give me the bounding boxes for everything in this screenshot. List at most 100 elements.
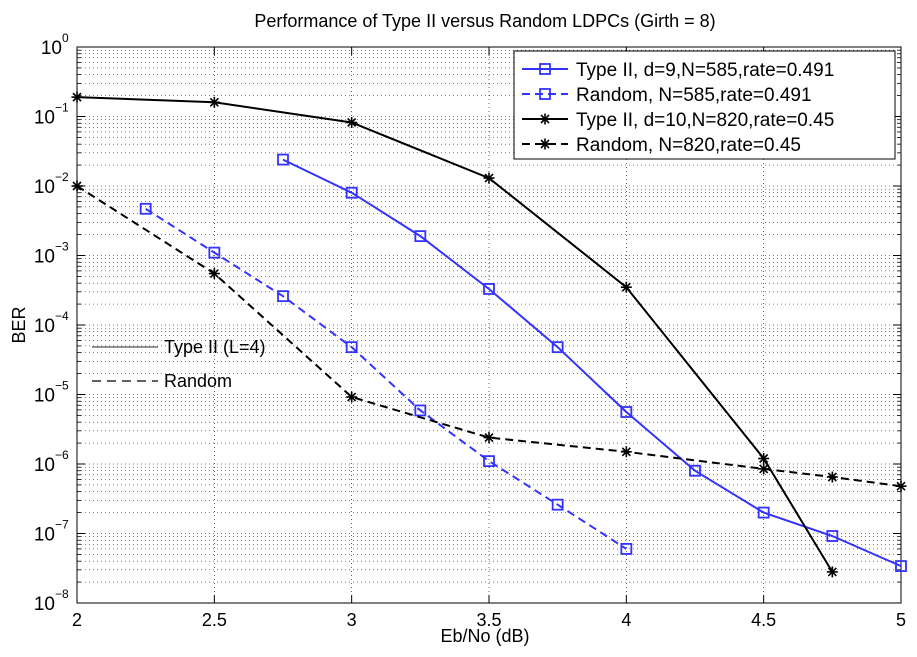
asterisk-stroke: [621, 447, 631, 457]
data-point: [620, 446, 632, 458]
y-tick-label-base: 10: [34, 455, 55, 476]
data-point: [208, 246, 221, 259]
asterisk-stroke: [347, 117, 357, 128]
y-tick-label: 10 −3: [34, 240, 69, 268]
x-tick-label: 2.5: [202, 610, 227, 630]
asterisk-stroke: [72, 181, 82, 191]
data-point: [551, 498, 564, 511]
series-line: [76, 96, 834, 573]
data-point: [758, 452, 770, 464]
grid: [77, 47, 901, 603]
series-line: [282, 158, 902, 568]
asterisk-stroke: [759, 453, 769, 464]
legend-label: Type II, d=9,N=585,rate=0.491: [576, 60, 834, 81]
legend-marker: [539, 138, 551, 150]
x-tick-label: 4.5: [751, 610, 776, 630]
data-point: [346, 116, 358, 128]
asterisk-stroke: [484, 173, 494, 183]
x-tick-label: 3.5: [476, 610, 501, 630]
y-tick-label-base: 10: [34, 177, 55, 198]
y-axis-label: BER: [9, 306, 29, 343]
data-point: [483, 432, 495, 444]
y-tick-label: 10 −4: [34, 309, 69, 337]
y-tick-label-exponent: −6: [55, 448, 69, 462]
y-tick-label: 10 −6: [34, 448, 69, 476]
y-tick-label-base: 10: [41, 38, 62, 59]
annotation-label: Random: [164, 371, 232, 391]
data-point: [620, 281, 632, 293]
data-point: [826, 566, 838, 578]
asterisk-stroke: [896, 481, 906, 491]
data-point: [483, 283, 495, 295]
y-tick-label-base: 10: [34, 247, 55, 268]
asterisk-stroke: [209, 268, 219, 279]
legend-label: Random, N=820,rate=0.45: [576, 135, 801, 156]
asterisk-stroke: [540, 114, 550, 124]
data-point: [826, 471, 838, 483]
legend-marker: [539, 88, 551, 100]
asterisk-stroke: [484, 433, 494, 443]
data-point: [345, 186, 358, 199]
asterisk-stroke: [72, 92, 82, 102]
data-point: [346, 391, 358, 403]
asterisk-stroke: [621, 282, 631, 292]
y-tick-label: 10 0: [41, 31, 69, 59]
y-tick-label-exponent: −3: [55, 240, 69, 254]
y-tick-label-exponent: 0: [62, 31, 69, 45]
chart-title: Performance of Type II versus Random LDP…: [254, 11, 715, 31]
y-tick-label: 10 −8: [34, 587, 69, 615]
y-tick-label-base: 10: [34, 108, 55, 129]
y-tick-label-base: 10: [34, 594, 55, 615]
legend: Type II, d=9,N=585,rate=0.491 Random, N=5…: [513, 50, 896, 160]
series-3: [71, 180, 907, 492]
y-tick-label: 10 −2: [34, 170, 69, 198]
data-point: [757, 506, 770, 519]
series-0: [277, 153, 907, 572]
annotation-layer: Type II (L=4) Random: [92, 337, 266, 391]
series-layer: [71, 91, 907, 578]
annotation-label: Type II (L=4): [164, 337, 266, 357]
y-tick-label-exponent: −8: [55, 587, 69, 601]
y-tick-label-base: 10: [34, 525, 55, 546]
data-point: [345, 341, 358, 354]
data-point: [483, 172, 495, 184]
legend-marker: [539, 63, 551, 75]
y-tick-label-base: 10: [34, 386, 55, 407]
legend-label: Type II, d=10,N=820,rate=0.45: [576, 110, 834, 131]
data-point: [758, 463, 770, 475]
data-point: [826, 530, 839, 542]
legend-box: [513, 50, 896, 160]
x-tick-label: 3: [347, 610, 357, 630]
x-axis-label: Eb/No (dB): [440, 626, 529, 646]
y-tick-label-exponent: −4: [55, 309, 69, 323]
series-2: [71, 91, 838, 578]
data-point: [620, 543, 633, 555]
data-point: [895, 480, 907, 492]
y-tick-label-base: 10: [34, 316, 55, 337]
data-point: [208, 268, 220, 280]
data-point: [414, 404, 427, 417]
data-point: [620, 406, 633, 418]
data-point: [414, 230, 427, 243]
asterisk-stroke: [540, 139, 550, 149]
y-tick-label-exponent: −1: [55, 101, 69, 115]
data-point: [483, 455, 495, 468]
legend-label: Random, N=585,rate=0.491: [576, 85, 812, 106]
y-tick-label: 10 −5: [34, 379, 69, 407]
data-point: [139, 202, 152, 215]
asterisk-stroke: [759, 464, 769, 474]
y-tick-label: 10 −7: [34, 518, 69, 546]
y-tick-label: 10 −1: [34, 101, 69, 129]
y-tick-label-exponent: −2: [55, 170, 69, 184]
asterisk-stroke: [827, 567, 837, 577]
asterisk-stroke: [827, 472, 837, 482]
data-point: [551, 341, 564, 354]
x-tick-label: 4: [621, 610, 631, 630]
data-point: [277, 290, 289, 303]
series-line: [76, 185, 902, 488]
legend-marker: [539, 113, 551, 125]
x-tick-label: 5: [896, 610, 906, 630]
asterisk-stroke: [347, 392, 357, 402]
data-point: [208, 96, 220, 108]
data-point: [689, 464, 701, 477]
